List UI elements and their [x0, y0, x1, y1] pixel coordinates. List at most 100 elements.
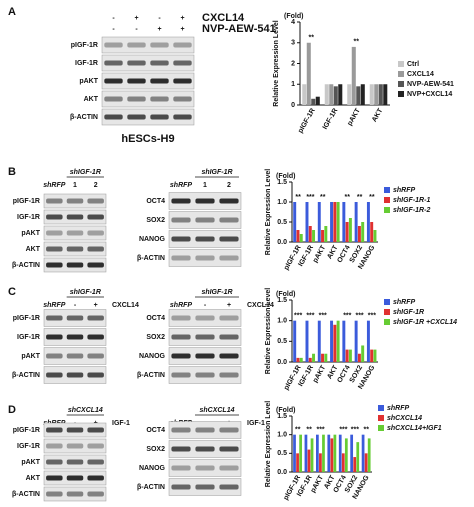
row-label: β-ACTIN — [137, 372, 165, 379]
bar — [293, 320, 297, 362]
band — [87, 459, 104, 465]
bar — [333, 86, 338, 105]
group-label: shIGF-1R — [70, 169, 101, 176]
lane-label: 2 — [227, 182, 231, 189]
bar — [342, 202, 346, 242]
band — [171, 334, 191, 340]
band — [46, 246, 63, 252]
legend-label: shIGF-1R — [393, 309, 424, 316]
row-label: pAKT — [21, 353, 40, 360]
bar — [370, 222, 374, 242]
band — [171, 236, 191, 242]
bar — [306, 42, 311, 105]
bar — [356, 442, 360, 472]
band — [219, 236, 239, 242]
legend-label: shRFP — [393, 299, 416, 306]
band — [195, 484, 215, 490]
row-label: OCT4 — [146, 198, 165, 205]
band — [66, 372, 84, 378]
bar — [330, 438, 334, 472]
x-tick-label: pIGF-1R — [283, 244, 303, 271]
band — [219, 446, 239, 452]
row-label: pIGF-1R — [13, 315, 40, 322]
bar — [299, 434, 302, 472]
bar — [319, 453, 322, 472]
band — [87, 491, 104, 497]
legend-label: NVP-AEW-541 — [407, 81, 454, 88]
band — [87, 334, 104, 340]
condition-sign: - — [112, 26, 115, 33]
band — [87, 315, 104, 321]
band — [87, 214, 104, 220]
band — [195, 315, 215, 321]
bar — [353, 457, 357, 472]
bar — [324, 353, 328, 362]
row-label: SOX2 — [146, 334, 165, 341]
band — [87, 353, 104, 359]
legend-label: shIGF-1R-1 — [393, 197, 430, 204]
bar — [305, 320, 309, 362]
blot-strip — [101, 72, 195, 90]
band — [66, 246, 84, 252]
bar — [366, 320, 370, 362]
band — [66, 214, 84, 220]
bar — [336, 320, 340, 362]
bar — [350, 434, 354, 472]
row-label: β-ACTIN — [12, 262, 40, 269]
bar — [312, 353, 316, 362]
band — [87, 246, 104, 252]
legend-swatch — [398, 91, 404, 97]
row-label: IGF-1R — [17, 334, 40, 341]
legend-swatch — [384, 207, 390, 213]
legend-swatch — [378, 425, 384, 431]
bar — [293, 202, 297, 242]
bar — [321, 353, 325, 362]
y-tick-label: 0.0 — [277, 469, 287, 476]
significance: *** — [339, 427, 347, 434]
x-tick-label: pIGF-1R — [297, 107, 317, 134]
bar — [357, 353, 361, 362]
y-tick-label: 0.5 — [277, 219, 287, 226]
legend-label: shRFP — [393, 187, 416, 194]
band — [104, 78, 123, 84]
row-label: OCT4 — [146, 427, 165, 434]
row-label: β-ACTIN — [12, 491, 40, 498]
significance: ** — [369, 194, 375, 201]
band — [195, 255, 215, 261]
bar — [341, 453, 345, 472]
band — [195, 353, 215, 359]
band — [127, 96, 146, 102]
band — [173, 114, 192, 120]
band — [66, 230, 84, 236]
row-label: β-ACTIN — [70, 114, 98, 121]
band — [87, 198, 104, 204]
band — [195, 427, 215, 433]
bar — [357, 226, 361, 242]
band — [46, 214, 63, 220]
band — [219, 372, 239, 378]
bar — [342, 320, 346, 362]
bar — [361, 345, 365, 362]
row-label: SOX2 — [146, 217, 165, 224]
bar — [345, 349, 349, 362]
band — [66, 475, 84, 481]
significance: *** — [319, 313, 327, 320]
bar — [308, 357, 312, 362]
bar — [307, 449, 311, 472]
significance: ** — [345, 194, 351, 201]
blot-strip — [168, 249, 242, 267]
significance: *** — [316, 427, 324, 434]
row-label: IGF-1R — [17, 443, 40, 450]
significance: *** — [306, 313, 314, 320]
bar — [344, 438, 348, 472]
group-label: shCXCL14 — [68, 407, 103, 414]
bar — [310, 438, 314, 472]
lane-label: shRFP — [43, 182, 66, 189]
legend-label: shRFP — [387, 405, 410, 412]
bar — [351, 46, 356, 105]
row-label: AKT — [84, 96, 99, 103]
bar — [366, 202, 370, 242]
group-label: shIGF-1R — [70, 289, 101, 296]
bar — [308, 226, 312, 242]
band — [219, 465, 239, 471]
